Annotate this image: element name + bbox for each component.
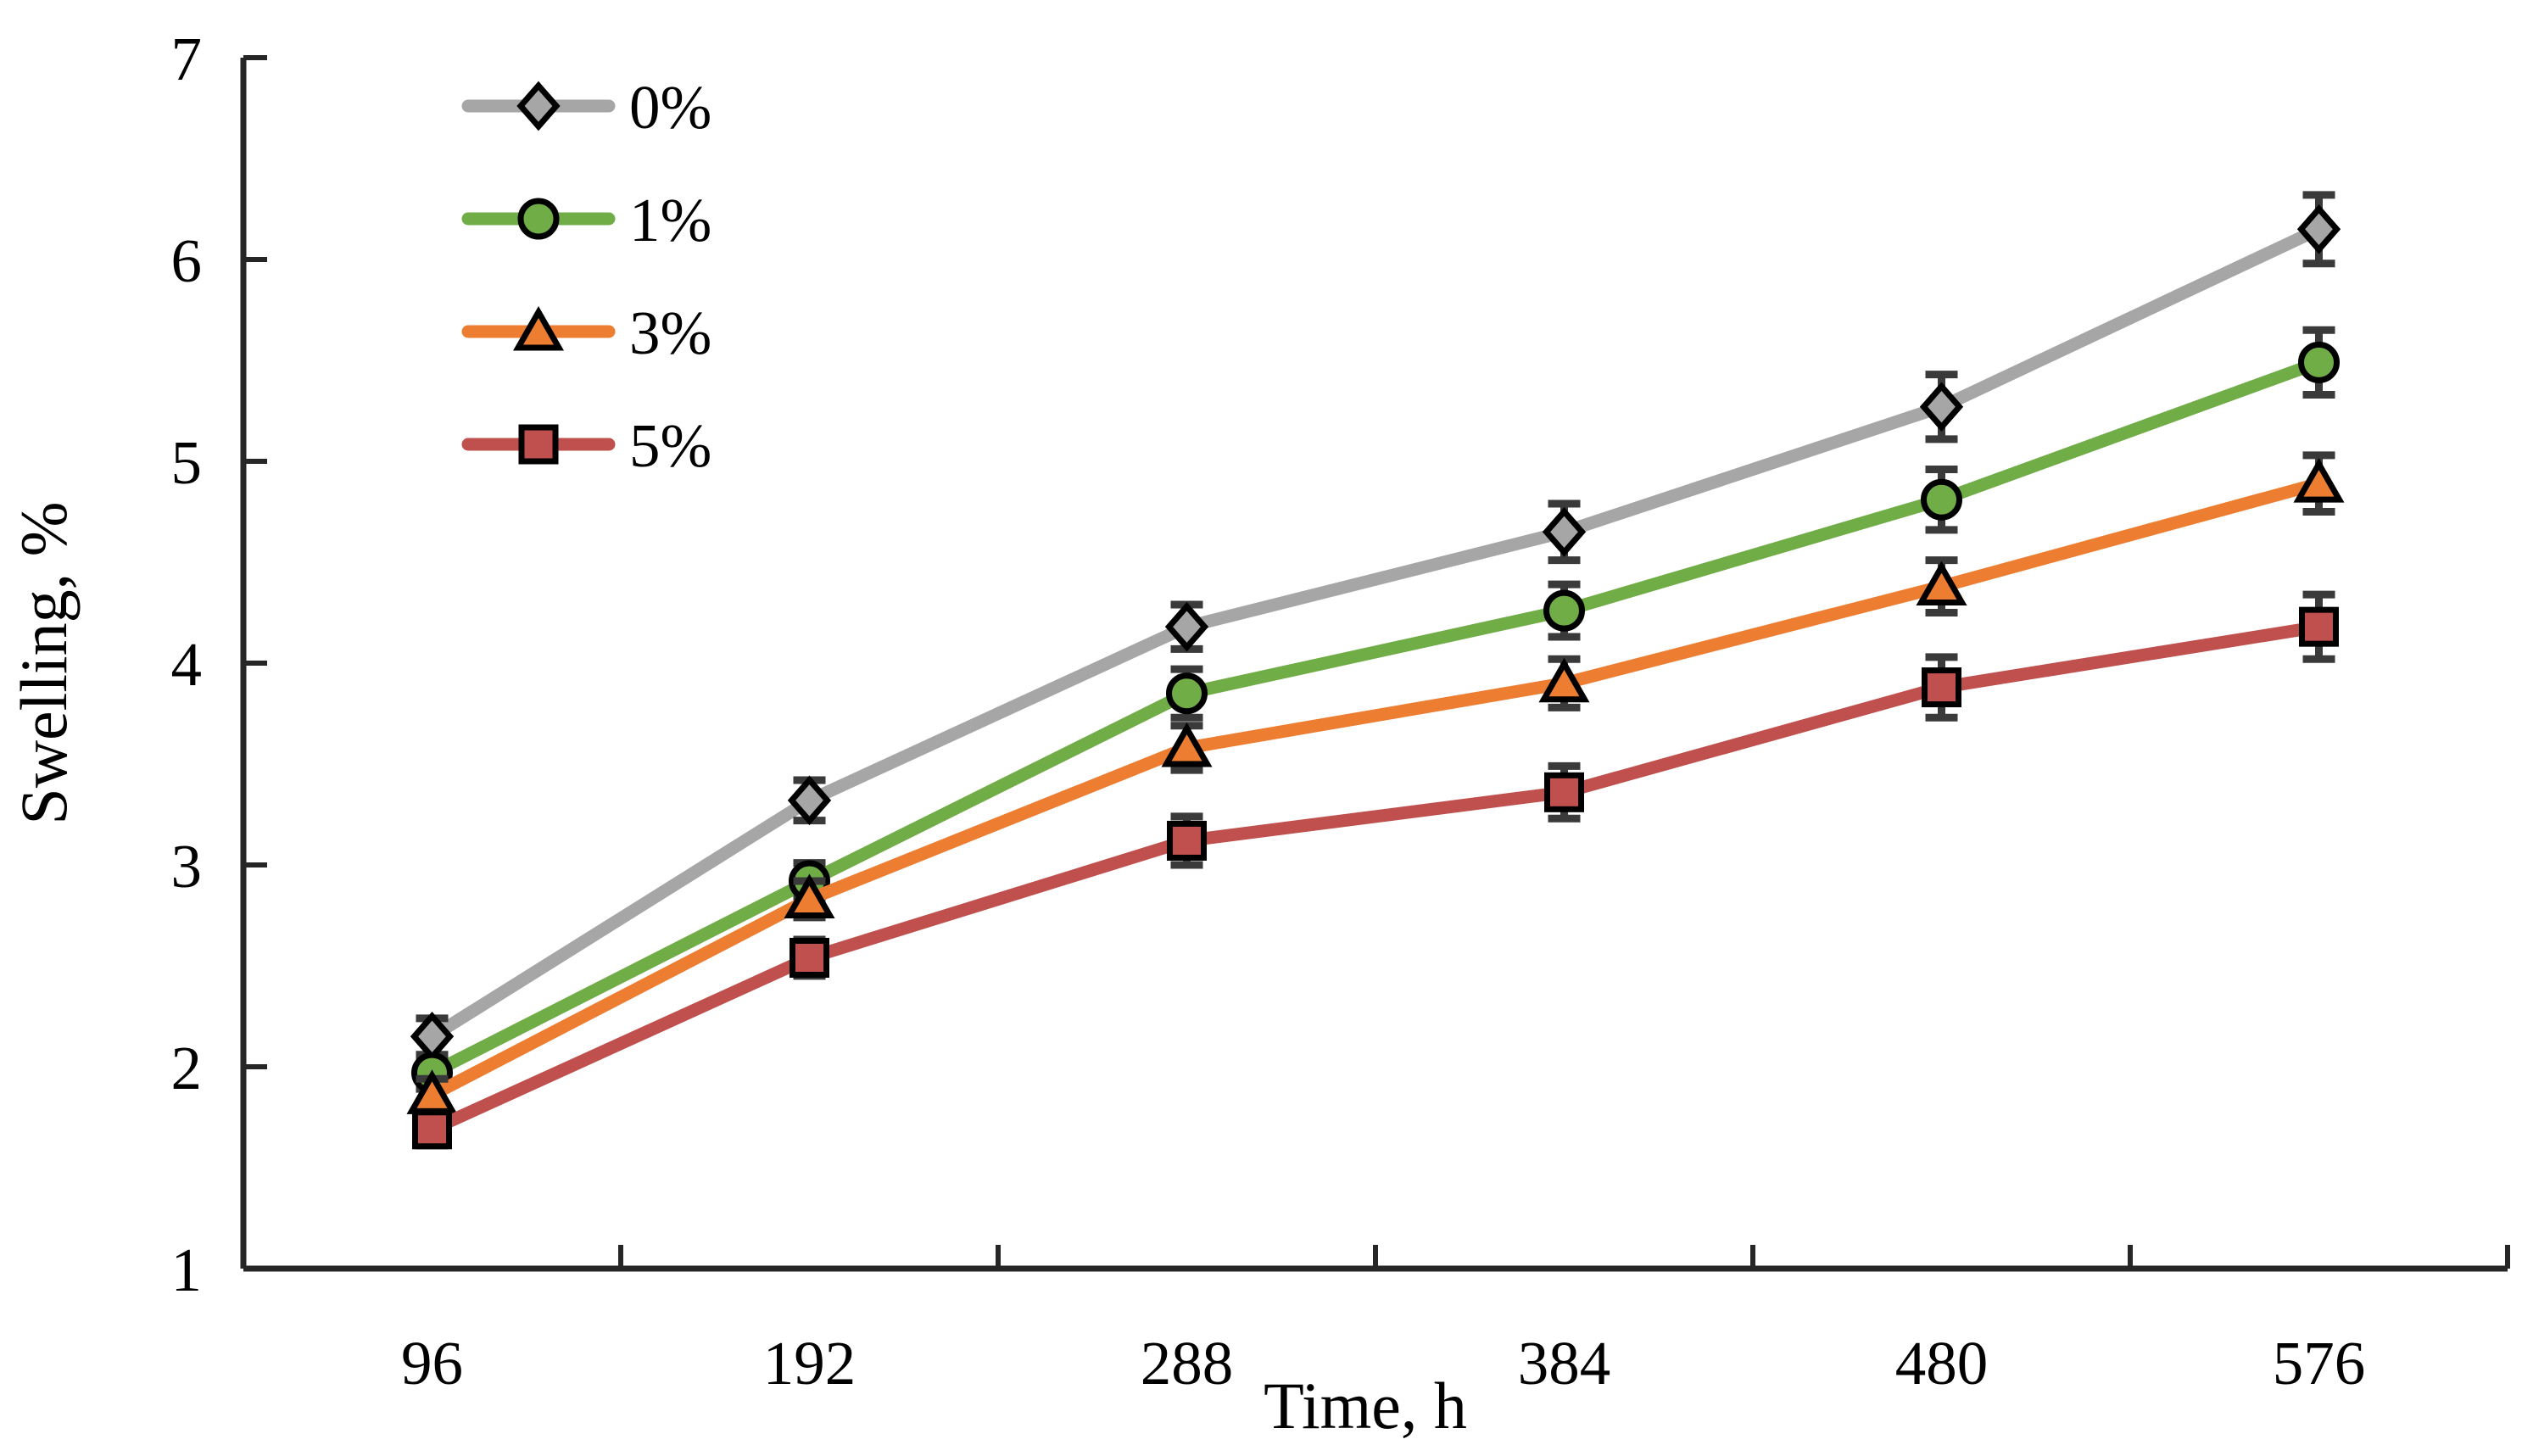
y-axis-title: Swelling, % (7, 501, 81, 824)
marker-square (412, 1109, 452, 1150)
series-5pct-markers (412, 606, 2339, 1150)
tick-labels: 1 2 3 4 5 6 7 96 192 288 384 480 576 (171, 25, 2366, 1397)
series-0pct-line (426, 222, 2325, 1043)
marker-triangle (784, 873, 835, 918)
marker-square (2299, 606, 2339, 647)
plot-axes (240, 55, 2510, 1272)
legend-item-3pct: 3% (461, 298, 711, 367)
marker-diamond (1164, 601, 1209, 652)
series-3pct (406, 451, 2345, 1115)
y-tick-label: 5 (171, 428, 203, 497)
marker-diamond (1919, 382, 1964, 432)
x-tick-label: 192 (763, 1329, 856, 1397)
marker-square (1922, 667, 1961, 708)
series-0pct (410, 191, 2341, 1062)
y-tick-label: 4 (171, 630, 203, 699)
marker-triangle (512, 305, 565, 351)
marker-diamond (2296, 204, 2341, 254)
marker-square (1544, 772, 1584, 812)
marker-diamond (787, 775, 832, 826)
marker-triangle (1538, 657, 1590, 703)
marker-square (518, 424, 559, 465)
y-tick-label: 1 (171, 1236, 203, 1304)
series-1pct-line (426, 355, 2325, 1079)
marker-diamond (1542, 506, 1587, 557)
legend-label: 5% (629, 411, 711, 480)
marker-square (790, 937, 829, 978)
x-axis-title: Time, h (1264, 1369, 1467, 1442)
marker-circle (517, 198, 560, 240)
marker-circle (1166, 672, 1208, 715)
marker-circle (1921, 478, 1962, 521)
marker-triangle (1161, 722, 1213, 767)
marker-triangle (2293, 458, 2345, 503)
legend-label: 3% (629, 298, 711, 367)
series-5pct-line (426, 620, 2325, 1136)
x-tick-label: 480 (1895, 1329, 1989, 1397)
legend-item-1pct: 1% (461, 186, 711, 254)
series-3pct-line (426, 477, 2325, 1102)
legend-item-0pct: 0% (461, 73, 711, 142)
marker-diamond (516, 81, 561, 131)
y-tick-label: 7 (171, 25, 203, 93)
legend: 0% 1% 3% 5% (461, 73, 711, 480)
x-tick-label: 576 (2273, 1329, 2366, 1397)
y-tick-label: 3 (171, 832, 203, 901)
y-tick-label: 2 (171, 1034, 203, 1102)
series-1pct (411, 326, 2340, 1094)
marker-triangle (1916, 561, 1967, 606)
x-tick-label: 288 (1141, 1329, 1234, 1397)
legend-label: 0% (629, 73, 711, 142)
legend-label: 1% (629, 186, 711, 254)
series-0pct-markers (410, 204, 2341, 1062)
series-5pct (412, 590, 2339, 1150)
x-tick-label: 96 (401, 1329, 463, 1397)
marker-circle (2298, 341, 2340, 383)
legend-item-5pct: 5% (461, 411, 711, 480)
marker-circle (1543, 589, 1585, 632)
series-3pct-markers (406, 458, 2345, 1114)
chart-generated-content: 1 2 3 4 5 6 7 96 192 288 384 480 576 0% 1% 3% 5% (171, 25, 2510, 1397)
y-tick-label: 6 (171, 226, 203, 295)
marker-square (1167, 820, 1207, 861)
x-tick-label: 384 (1518, 1329, 1611, 1397)
